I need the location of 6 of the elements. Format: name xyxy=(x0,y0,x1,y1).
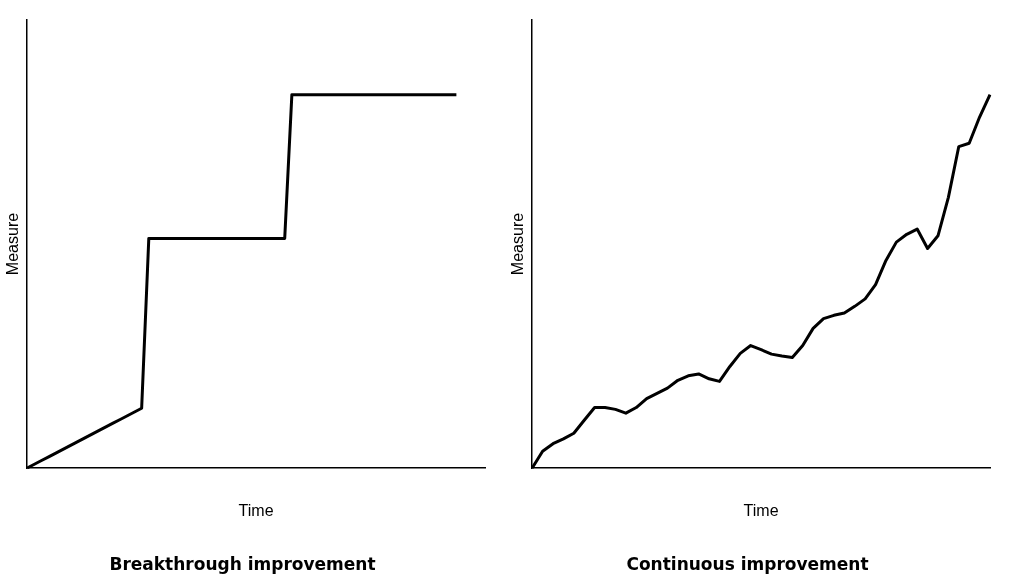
text: Breakthrough improvement xyxy=(109,554,376,575)
x-axis-title: Time xyxy=(743,502,779,520)
text: Continuous improvement xyxy=(626,554,869,575)
y-axis-title: Measure xyxy=(4,212,22,276)
y-axis-title: Measure xyxy=(509,212,527,276)
x-axis-title: Time xyxy=(238,502,274,520)
